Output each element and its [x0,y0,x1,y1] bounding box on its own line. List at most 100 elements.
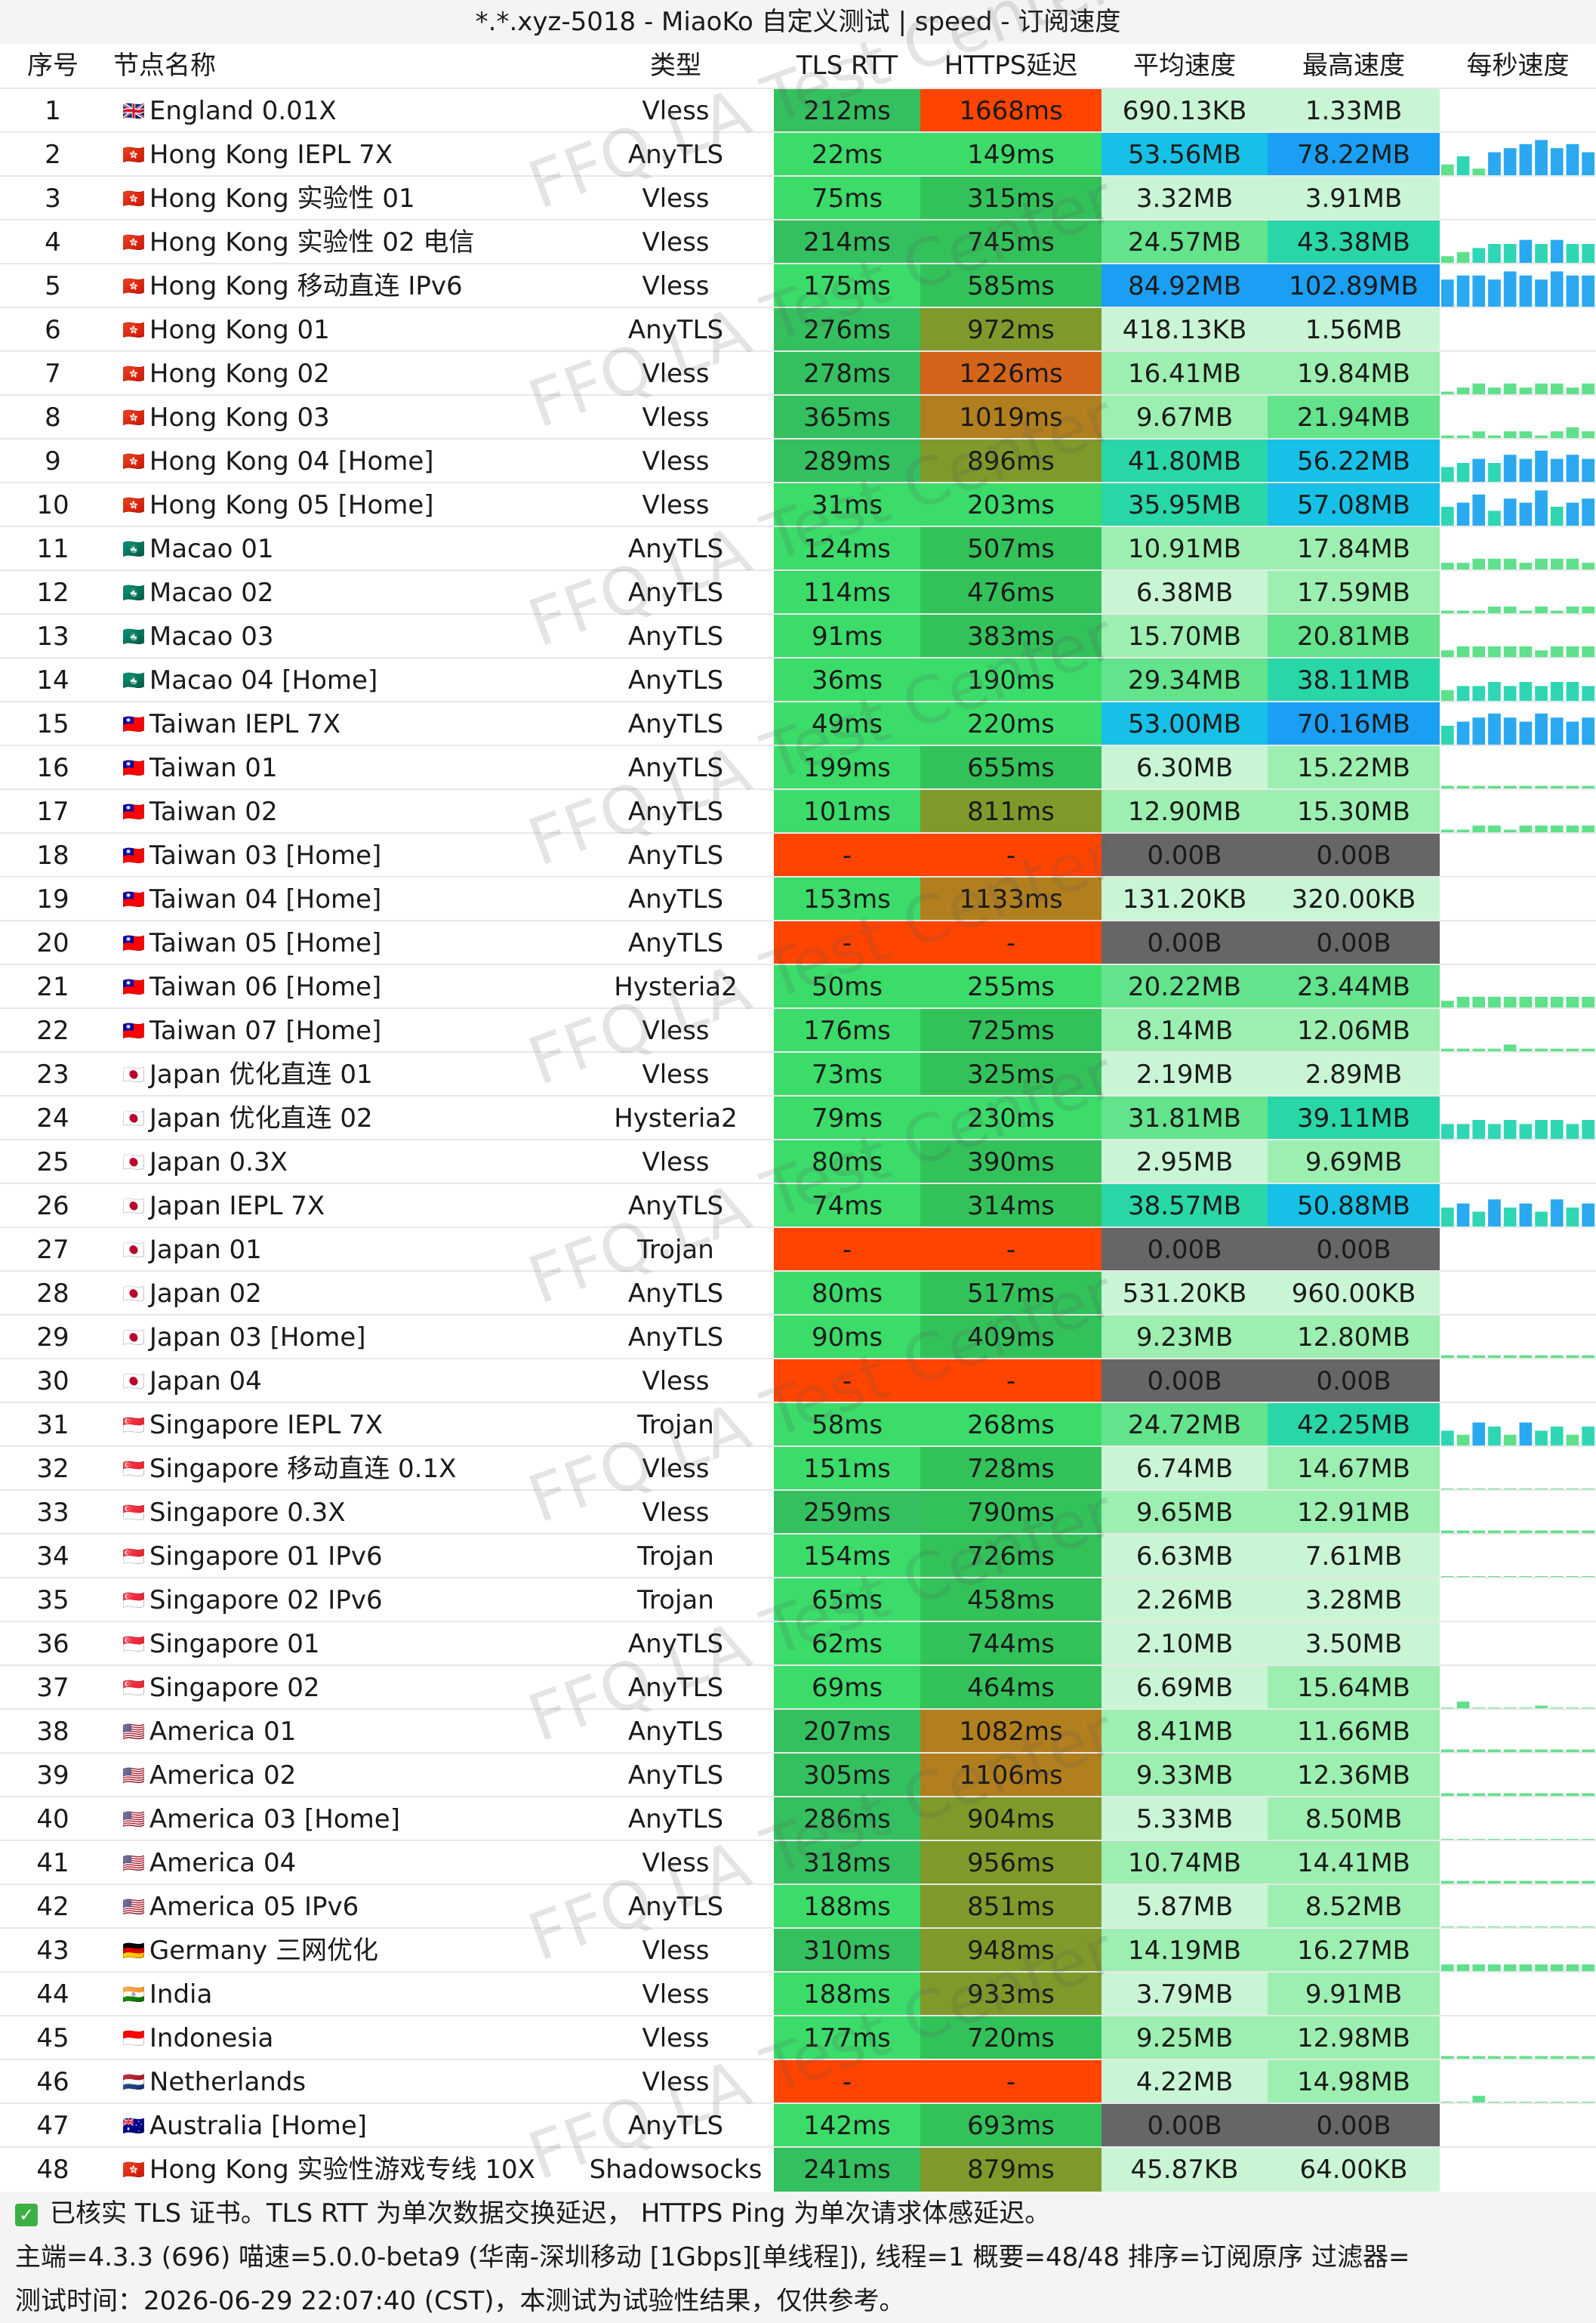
row-speed-sparkline [1440,1797,1596,1841]
row-type: Trojan [637,1235,714,1265]
row-speed-sparkline [1440,1447,1596,1491]
row-speed-sparkline [1440,1359,1596,1403]
flag-icon: 🇯🇵 [122,1107,145,1129]
flag-icon: 🇯🇵 [122,1282,145,1304]
sparkline-bar [1582,1048,1594,1053]
row-type: Hysteria2 [614,1103,738,1134]
row-https-delay: 1226ms [920,352,1101,396]
row-speed-sparkline [1440,615,1596,659]
sparkline-bar [1566,143,1579,177]
row-name: 🇹🇼 Taiwan 03 [Home] [113,834,581,878]
row-max-speed: 8.52MB [1268,1885,1440,1929]
row-avg-speed: 38.57MB [1101,1184,1268,1228]
sparkline-bar [1535,140,1548,177]
sparkline-bar [1519,239,1533,264]
table-row: 7 🇭🇰 Hong Kong 02 Vless 278ms 1226ms 16.41MB 19… [0,350,1596,396]
sparkline-bar [1503,271,1517,308]
row-avg-speed: 24.57MB [1101,221,1268,264]
row-max-speed: 9.91MB [1268,1973,1440,2016]
sparkline-bar [1456,996,1470,1009]
sparkline-bar [1566,427,1579,440]
row-name: 🇮🇳 India [113,1973,581,2016]
sparkline-bar [1535,1530,1548,1535]
row-speed-sparkline [1440,89,1596,133]
node-name: Japan 优化直连 02 [149,1103,373,1134]
row-speed-sparkline [1440,2016,1596,2060]
row-name: 🇸🇬 Singapore 02 IPv6 [113,1578,581,1622]
node-name: America 01 [149,1717,297,1747]
row-avg-speed: 6.38MB [1101,571,1268,615]
row-speed-sparkline [1440,1973,1596,2016]
row-max-speed: 0.00B [1268,2104,1440,2148]
node-name: Indonesia [149,2023,274,2053]
table-row: 26 🇯🇵 Japan IEPL 7X AnyTLS 74ms 314ms 38.57MB 5… [0,1183,1596,1228]
sparkline-bar [1472,2056,1486,2060]
node-name: Hong Kong 实验性 01 [149,184,415,214]
row-no: 1 [45,96,61,126]
sparkline-bar [1503,1434,1517,1447]
row-avg-speed: 84.92MB [1101,264,1268,308]
row-speed-sparkline [1440,921,1596,965]
sparkline-bar [1503,558,1517,571]
speed-sparkline [1441,490,1594,527]
sparkline-bar [1519,275,1533,308]
row-name: 🇭🇰 Hong Kong 实验性游戏专线 10X [113,2148,581,2192]
footer-info: 主端=4.3.3 (696) 喵速=5.0.0-beta9 (华南-深圳移动 [… [0,2235,1596,2279]
row-tls-rtt: 286ms [774,1797,920,1841]
row-type: AnyTLS [627,928,724,958]
sparkline-bar [1535,490,1548,527]
row-type: Vless [642,1366,710,1396]
sparkline-bar [1503,455,1517,483]
table-row: 33 🇸🇬 Singapore 0.3X Vless 259ms 790ms 9.65MB 1… [0,1489,1596,1535]
sparkline-bar [1566,606,1579,615]
sparkline-bar [1441,1124,1454,1140]
flag-icon: 🇸🇬 [122,1589,145,1611]
header-type: 类型 [650,51,701,81]
sparkline-bar [1582,1530,1594,1535]
row-max-speed: 57.08MB [1268,483,1440,527]
speed-sparkline [1441,682,1594,702]
speed-sparkline [1441,427,1594,440]
sparkline-bar [1519,785,1533,790]
row-avg-speed: 20.22MB [1101,965,1268,1009]
sparkline-bar [1488,785,1501,790]
table-row: 48 🇭🇰 Hong Kong 实验性游戏专线 10X Shadowsocks 241m… [0,2146,1596,2192]
speed-sparkline [1441,1793,1594,1797]
row-avg-speed: 8.41MB [1101,1710,1268,1754]
sparkline-bar [1503,1530,1517,1535]
sparkline-bar [1550,825,1564,834]
table-row: 44 🇮🇳 India Vless 188ms 933ms 3.79MB 9.91MB [0,1971,1596,2016]
row-no: 9 [45,446,61,477]
node-name: Hong Kong 03 [149,403,330,433]
sparkline-bar [1582,1793,1594,1797]
row-https-delay: 744ms [920,1622,1101,1666]
sparkline-bar [1535,1705,1548,1710]
row-https-delay: 745ms [920,221,1101,264]
flag-icon: 🇯🇵 [122,1239,145,1260]
row-https-delay: 458ms [920,1578,1101,1622]
row-max-speed: 12.80MB [1268,1316,1440,1359]
row-speed-sparkline [1440,659,1596,702]
sparkline-bar [1566,721,1579,746]
sparkline-bar [1441,1355,1454,1359]
node-name: Taiwan 07 [Home] [149,1016,382,1046]
row-https-delay: - [920,1359,1101,1403]
row-avg-speed: 131.20KB [1101,878,1268,921]
row-speed-sparkline [1440,177,1596,221]
row-name: 🇭🇰 Hong Kong 05 [Home] [113,483,581,527]
row-no: 34 [36,1541,69,1572]
row-https-delay: 190ms [920,659,1101,702]
row-avg-speed: 0.00B [1101,1228,1268,1272]
row-no: 21 [36,972,69,1002]
row-speed-sparkline [1440,1403,1596,1447]
row-tls-rtt: 241ms [774,2148,920,2192]
sparkline-bar [1566,785,1579,790]
sparkline-bar [1550,1964,1564,1973]
row-name: 🇲🇴 Macao 01 [113,527,581,571]
node-name: Macao 01 [149,534,274,564]
row-max-speed: 56.22MB [1268,440,1440,483]
row-tls-rtt: 65ms [774,1578,920,1622]
node-name: America 03 [Home] [149,1804,400,1834]
row-https-delay: 1668ms [920,89,1101,133]
sparkline-bar [1456,1964,1470,1973]
